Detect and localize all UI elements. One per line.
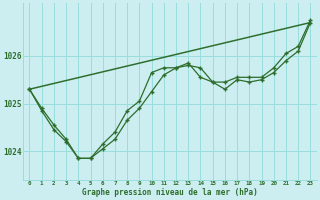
- X-axis label: Graphe pression niveau de la mer (hPa): Graphe pression niveau de la mer (hPa): [82, 188, 258, 197]
